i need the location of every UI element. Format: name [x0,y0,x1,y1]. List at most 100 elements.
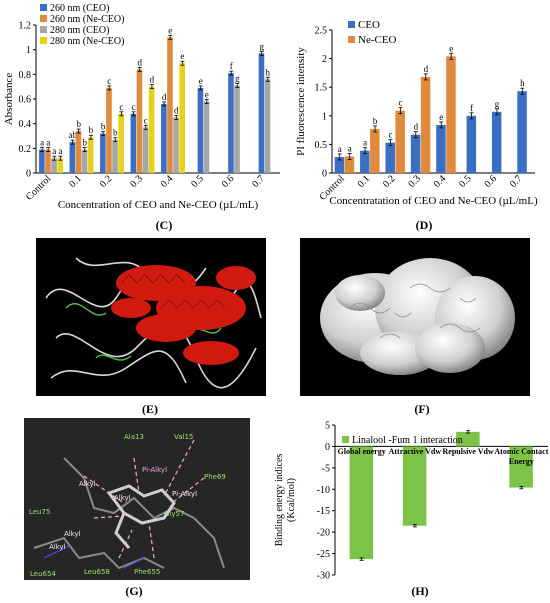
bar [349,446,374,560]
interaction-structure [33,439,225,570]
significance-label: d [150,75,155,85]
residue-label: Phe655 [134,568,161,576]
x-tick-label: Energy [509,457,534,466]
bar [491,111,502,173]
legend-label: CEO [358,19,380,31]
significance-label: b [83,138,88,148]
legend-swatch [40,26,47,33]
bar [370,128,380,173]
bar [130,113,137,173]
legend-swatch [348,21,355,28]
significance-label: a [348,143,352,153]
residue-label: Alkyl [79,480,96,488]
significance-label: a [46,138,50,148]
y-tick-label: 0.5 [315,140,328,151]
significance-label: g [495,99,500,109]
x-tick-label: 0.2 [98,173,115,190]
y-tick-label: 0 [26,169,31,180]
x-tick-label: Attractive Vdw [389,447,442,456]
x-tick-label: 0.3 [406,173,423,190]
bar [136,69,143,173]
significance-label: b [101,122,106,132]
significance-label: b [373,116,378,126]
x-tick-label: 0.7 [508,173,525,190]
bar [203,101,210,173]
bar [57,158,63,173]
bar [264,79,271,173]
significance-label: a [363,138,367,148]
y-tick-label: -25 [317,549,330,560]
significance-label: e [180,51,184,61]
bar [179,63,185,173]
significance-label: b [76,119,81,129]
x-tick-label: 0.6 [482,173,499,190]
y-tick-label: 1 [26,45,31,56]
caption-g: (G) [125,584,143,598]
pi-fluorescence-bar-chart: 00.511.522.5PI fluorescence intensity a aC… [295,19,538,207]
x-tick-label: Repulsive Vdw [443,447,494,456]
y-axis-label: Absorbance [3,73,15,126]
legend-swatch [40,4,47,11]
bar [517,91,527,173]
y-tick-label: -15 [317,506,330,517]
bar [410,134,421,173]
bar [118,113,124,173]
residue-label: Ala13 [124,433,144,441]
significance-label: e [205,89,209,99]
legend-label: 280 nm (CEO) [50,25,109,36]
residue-label: Leu654 [30,570,56,578]
significance-label: c [132,102,136,112]
y-axis-label: Binding energy indices [274,454,285,547]
significance-label: g [235,73,240,83]
y-tick-label: 0.8 [19,70,32,81]
protein-ribbon-image [36,238,266,396]
y-tick-label: -30 [317,571,330,582]
binding-energy-bar-chart: 5 0 -5 -10 -15 -20 -25 -30 Binding energy indice… [274,421,549,582]
bar [258,53,265,173]
legend-swatch [40,15,47,22]
x-axis-label: Concentratation of CEO and Ne-CEO (µL/mL… [329,195,538,207]
x-tick-label: Global energy [338,447,386,456]
residue-label: Alkyl [114,494,131,502]
x-tick-label: 0.6 [220,173,237,190]
residue-label: Leu75 [29,508,51,516]
significance-label: c [107,76,111,86]
residue-label: Pi-Alkyl [172,490,198,498]
bar [234,85,240,173]
bar [112,139,118,173]
caption-c: (C) [155,218,173,232]
y-tick-label: 0 [325,442,330,453]
y-tick-label: 1 [322,111,327,122]
bar [197,87,204,173]
x-tick-label: 0.5 [457,173,474,190]
x-tick-label: 0.5 [189,173,206,190]
y-tick-label: -20 [317,528,330,539]
y-tick-label: 0.4 [19,119,32,130]
significance-label: c [144,115,148,125]
significance-label: e [439,112,443,122]
bar [167,37,173,174]
significance-label: c [119,102,123,112]
bar [106,87,112,173]
x-tick-label: 0.1 [67,173,84,190]
y-tick-label: 1.2 [19,21,32,32]
bar [402,446,427,526]
bar [81,149,88,173]
y-tick-label: -5 [322,463,330,474]
residue-label: Leu658 [84,568,110,576]
bar [436,124,446,173]
bar [228,73,234,173]
bar [51,158,57,173]
y-tick-label: 2.5 [315,26,328,37]
residue-label: Pi-Alkyl [142,466,168,474]
significance-label: c [398,98,402,108]
legend-label: Ne-CEO [358,34,397,46]
legend-label: 260 nm (Ne-CEO) [50,14,124,25]
legend-label: Linalool -Fum 1 interaction [352,435,463,446]
significance-label: b [113,128,118,138]
bar [100,133,106,173]
caption-e: (E) [142,402,158,416]
significance-label: d [137,57,142,67]
bar [75,131,82,173]
